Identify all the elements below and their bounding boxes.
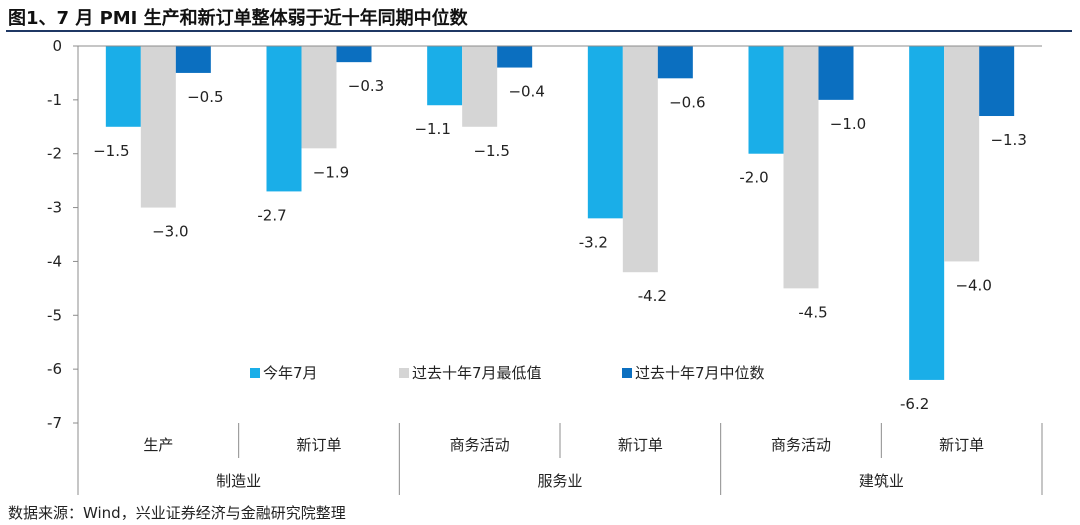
data-label: −4.0 bbox=[955, 276, 991, 294]
bar bbox=[587, 46, 623, 219]
bar bbox=[622, 46, 658, 273]
bars bbox=[105, 46, 1015, 380]
legend-label: 过去十年7月中位数 bbox=[635, 364, 765, 382]
bar bbox=[909, 46, 945, 380]
bar bbox=[979, 46, 1015, 117]
legend-label: 过去十年7月最低值 bbox=[412, 364, 542, 382]
bar bbox=[266, 46, 302, 192]
legend-label: 今年7月 bbox=[263, 364, 318, 382]
y-tick-label: -2 bbox=[47, 145, 62, 163]
chart-title: 图1、7 月 PMI 生产和新订单整体弱于近十年同期中位数 bbox=[8, 8, 468, 29]
bar bbox=[175, 46, 211, 73]
bar bbox=[657, 46, 693, 79]
group-label: 服务业 bbox=[537, 472, 582, 490]
data-label: −1.9 bbox=[313, 163, 349, 181]
group-label: 制造业 bbox=[216, 472, 261, 490]
y-tick-label: -3 bbox=[47, 199, 62, 217]
category-label: 新订单 bbox=[618, 436, 663, 454]
data-label: -2.7 bbox=[257, 206, 286, 224]
data-label: −1.5 bbox=[473, 142, 509, 160]
data-label: -2.0 bbox=[739, 169, 768, 187]
legend-swatch bbox=[250, 368, 260, 378]
bar bbox=[427, 46, 463, 106]
y-tick-label: -5 bbox=[47, 306, 62, 324]
source-note: 数据来源：Wind，兴业证券经济与金融研究院整理 bbox=[8, 504, 346, 522]
bar bbox=[105, 46, 141, 127]
data-label: -3.2 bbox=[579, 233, 608, 251]
data-label: −1.0 bbox=[830, 115, 866, 133]
data-label: -4.5 bbox=[798, 303, 827, 321]
legend-swatch bbox=[399, 368, 409, 378]
bar bbox=[818, 46, 854, 100]
data-label: −3.0 bbox=[152, 223, 188, 241]
data-label: −1.3 bbox=[990, 131, 1026, 149]
bar bbox=[140, 46, 176, 208]
bar bbox=[301, 46, 337, 149]
category-label: 生产 bbox=[143, 436, 173, 454]
category-label: 商务活动 bbox=[450, 436, 510, 454]
y-tick-label: -6 bbox=[47, 360, 62, 378]
y-axis: 0 -1 -2 -3 -4 -5 -6 -7 bbox=[47, 37, 79, 432]
bar bbox=[783, 46, 819, 289]
bar bbox=[748, 46, 784, 154]
data-label: −0.6 bbox=[669, 93, 705, 111]
bar bbox=[462, 46, 498, 127]
data-label: -4.2 bbox=[638, 287, 667, 305]
bar bbox=[497, 46, 533, 68]
y-tick-label: -1 bbox=[47, 91, 62, 109]
y-tick-label: -7 bbox=[47, 414, 62, 432]
data-label: −1.1 bbox=[414, 120, 450, 138]
data-label: −0.5 bbox=[187, 88, 223, 106]
data-label: −1.5 bbox=[93, 142, 129, 160]
category-label: 新订单 bbox=[296, 436, 341, 454]
y-tick-label: 0 bbox=[52, 37, 62, 55]
y-tick-label: -4 bbox=[47, 252, 62, 270]
legend-swatch bbox=[622, 368, 632, 378]
category-label: 商务活动 bbox=[771, 436, 831, 454]
data-label: −0.3 bbox=[348, 77, 384, 95]
data-labels: −1.5 -2.7 −1.1 -3.2 -2.0 -6.2 −3.0 −1.9 −1.5 -4.2… bbox=[93, 77, 1027, 413]
title-divider bbox=[6, 30, 1072, 32]
bar bbox=[944, 46, 980, 262]
group-label: 建筑业 bbox=[859, 472, 904, 490]
data-label: -6.2 bbox=[900, 395, 929, 413]
category-label: 新订单 bbox=[939, 436, 984, 454]
data-label: −0.4 bbox=[508, 83, 544, 101]
legend: 今年7月 过去十年7月最低值 过去十年7月中位数 bbox=[250, 364, 765, 382]
bar bbox=[336, 46, 372, 63]
